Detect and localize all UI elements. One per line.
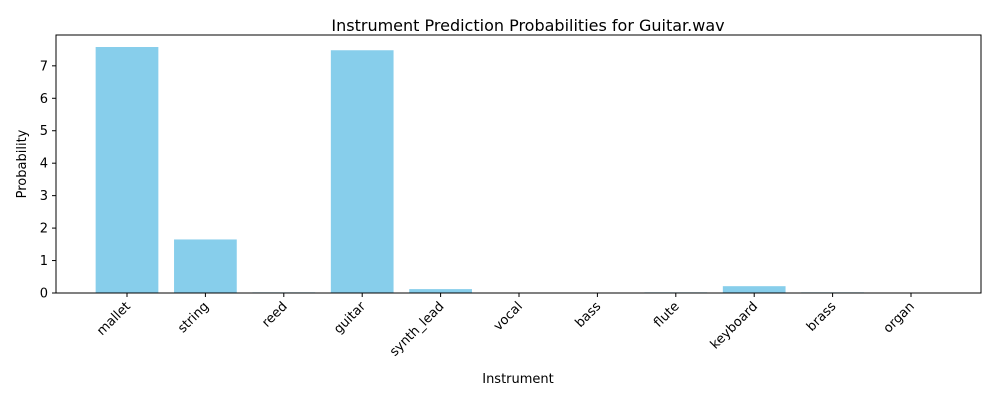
bar-mallet <box>95 47 159 294</box>
x-tick-label: keyboard <box>708 299 761 352</box>
x-tick-label: brass <box>804 299 840 335</box>
bar-guitar <box>330 50 394 293</box>
y-tick-label: 5 <box>40 124 48 139</box>
plot-area: mallet string reed guitar synth_lead vocal bas… <box>40 47 943 360</box>
y-axis-label: Probability <box>15 129 30 198</box>
y-tick-label: 3 <box>40 189 48 204</box>
bar-keyboard <box>722 286 786 293</box>
chart-title: Instrument Prediction Probabilities for … <box>331 16 724 35</box>
x-tick-label: string <box>175 299 212 336</box>
plot-frame <box>55 34 982 294</box>
bar-string <box>174 239 237 293</box>
x-tick-label: guitar <box>331 299 369 337</box>
x-tick-label: synth_lead <box>387 299 447 359</box>
x-axis-label: Instrument <box>482 372 554 387</box>
x-tick-label: vocal <box>491 299 526 334</box>
bar-synth_lead <box>409 289 472 293</box>
y-tick-label: 2 <box>40 222 48 237</box>
y-tick-label: 1 <box>40 254 48 269</box>
x-tick-label: reed <box>259 299 290 330</box>
x-tick-label: mallet <box>94 299 134 339</box>
y-tick-label: 7 <box>40 59 48 74</box>
x-tick-label: flute <box>651 299 682 330</box>
x-tick-label: bass <box>573 299 605 331</box>
x-tick-label: organ <box>881 299 918 336</box>
y-tick-label: 0 <box>40 287 48 302</box>
y-tick-label: 4 <box>40 157 48 172</box>
y-tick-label: 6 <box>40 92 48 107</box>
